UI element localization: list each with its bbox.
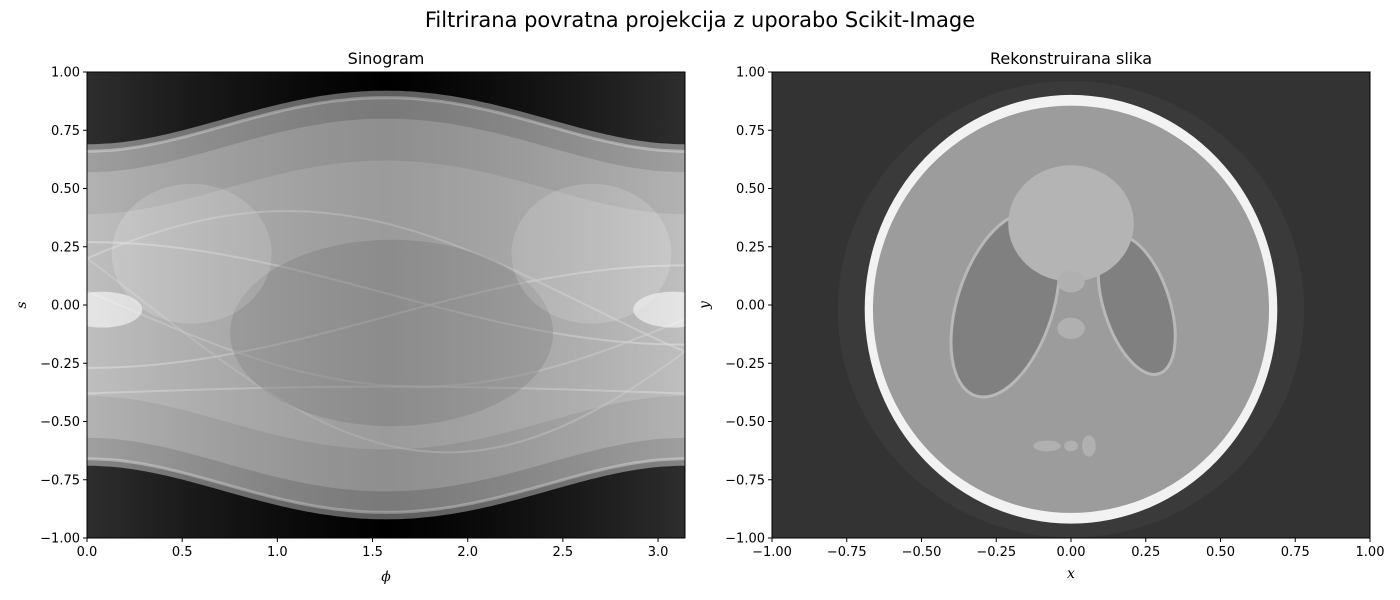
x-tick-label: 0.0 [77,545,98,560]
x-tick-label: 1.5 [362,545,383,560]
y-tick-label: −0.25 [725,357,765,372]
sinogram-xlabel: ϕ [381,569,391,585]
reconstruction-xlabel: x [1067,566,1075,582]
recon-small-spot-1 [1057,270,1085,293]
y-tick-label: 0.00 [736,299,765,314]
x-tick-label: −1.00 [752,545,792,560]
sinogram-y-ticks: 1.00 0.75 0.50 0.25 0.00 −0.25 −0.50 −0.75 −1.00 [40,66,87,547]
sinogram-panel: Sinogram 0.0 0.5 1.0 1.5 2.0 2.5 3.0 1.00 0.75 0… [14,49,686,585]
y-tick-label: 0.75 [51,124,80,139]
reconstruction-x-ticks: −1.00 −0.75 −0.50 −0.25 0.00 0.25 0.50 0.75 1.00 [752,538,1384,560]
y-tick-label: −0.50 [725,415,765,430]
y-tick-label: −0.75 [40,473,80,488]
sinogram-shading [87,72,685,538]
recon-bottom-spot-1 [1033,440,1061,452]
y-tick-label: 1.00 [736,66,765,81]
recon-brain [872,105,1270,513]
reconstruction-panel: Rekonstruirana slika −1.00 −0.75 −0.50 −0.2… [697,49,1384,582]
y-tick-label: −0.50 [40,415,80,430]
y-tick-label: −0.75 [725,473,765,488]
sinogram-x-ticks: 0.0 0.5 1.0 1.5 2.0 2.5 3.0 [77,538,669,560]
figure-suptitle: Filtrirana povratna projekcija z uporabo… [424,8,976,32]
x-tick-label: 0.75 [1281,545,1310,560]
x-tick-label: −0.50 [902,545,942,560]
x-tick-label: 0.25 [1131,545,1160,560]
recon-bottom-spot-3 [1082,435,1096,457]
x-tick-label: 0.5 [172,545,193,560]
recon-small-spot-2 [1057,317,1085,340]
x-tick-label: −0.25 [976,545,1016,560]
y-tick-label: 1.00 [51,66,80,81]
x-tick-label: 1.00 [1356,545,1385,560]
recon-top-disc [1008,165,1134,282]
sinogram-title: Sinogram [348,49,425,68]
y-tick-label: 0.50 [51,182,80,197]
reconstruction-ylabel: y [697,300,713,310]
reconstruction-y-ticks: 1.00 0.75 0.50 0.25 0.00 −0.25 −0.50 −0.75 −1.00 [725,66,772,547]
y-tick-label: 0.25 [736,240,765,255]
y-tick-label: 0.50 [736,182,765,197]
x-tick-label: 2.0 [457,545,478,560]
x-tick-label: 0.50 [1206,545,1235,560]
recon-bottom-spot-2 [1064,440,1078,452]
sinogram-ylabel: s [14,301,30,308]
x-tick-label: 3.0 [648,545,669,560]
y-tick-label: 0.25 [51,240,80,255]
y-tick-label: −1.00 [40,532,80,547]
x-tick-label: 0.00 [1057,545,1086,560]
y-tick-label: 0.00 [51,299,80,314]
y-tick-label: 0.75 [736,124,765,139]
x-tick-label: 1.0 [267,545,288,560]
reconstruction-title: Rekonstruirana slika [990,49,1152,68]
y-tick-label: −0.25 [40,357,80,372]
reconstruction-image [837,80,1305,538]
x-tick-label: 2.5 [553,545,574,560]
x-tick-label: −0.75 [827,545,867,560]
y-tick-label: −1.00 [725,532,765,547]
